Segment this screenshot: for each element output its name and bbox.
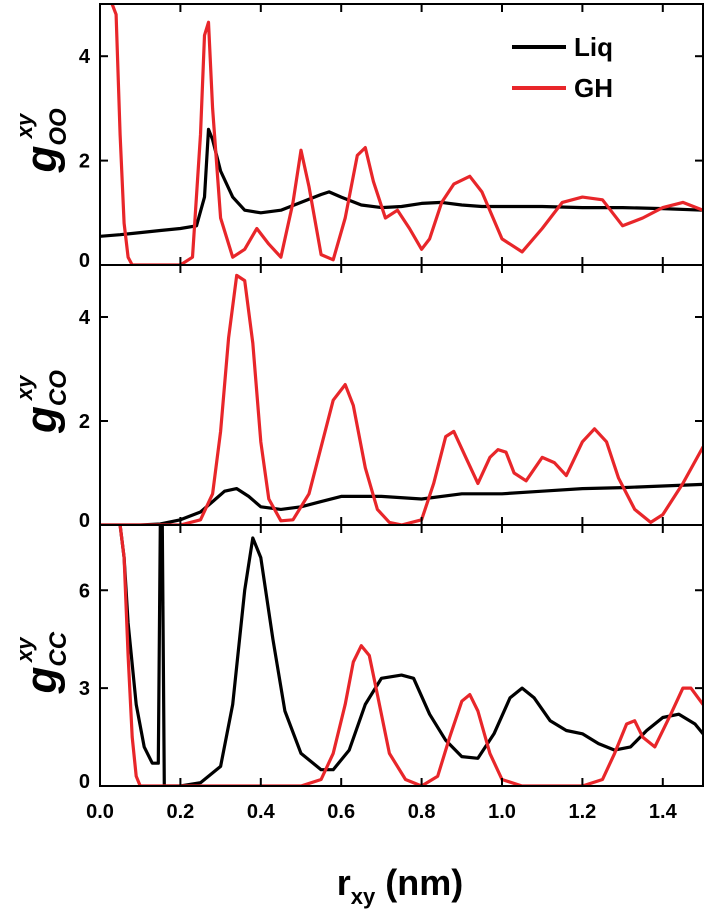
panel-1-ytick-label: 4 [79, 46, 91, 68]
panel-1-y-axis-label: gOO xy [12, 108, 72, 174]
panel-1-ytick-label: 2 [79, 151, 90, 173]
x-axis-label: rxy (nm) [337, 862, 463, 909]
panel-2-y-axis-label-sup: xy [12, 374, 37, 401]
x-tick-label: 0.6 [327, 801, 355, 823]
panel-3-y-axis-label-sup: xy [12, 636, 37, 663]
panel-1-ytick-label: 0 [79, 250, 90, 272]
panel-2-series-liq-line [100, 482, 703, 525]
panel-3-y-axis-label-sub: CC [45, 631, 72, 666]
panel-1-series-gh-line [110, 4, 703, 265]
panel-3-series-liq-line [118, 525, 703, 786]
x-tick-label: 1.4 [649, 801, 678, 823]
x-tick-label: 1.0 [488, 801, 516, 823]
panel-1-y-axis-label-sub: OO [45, 108, 72, 146]
panel-2-ytick-label: 2 [79, 411, 90, 433]
panel-1-y-axis-label-main: g [17, 146, 66, 174]
panel-2-y-axis-label-main: g [17, 406, 66, 434]
panel-1-y-axis-label-sup: xy [12, 112, 37, 139]
panel-3-ytick-label: 3 [79, 678, 90, 700]
panel-2-frame [99, 264, 704, 526]
panel-3-ytick-label: 0 [79, 771, 90, 793]
x-tick-label: 0.8 [408, 801, 436, 823]
x-tick-label: 0.0 [86, 801, 114, 823]
x-axis-label-unit: (nm) [375, 862, 463, 903]
frame-layer [99, 3, 704, 787]
x-tick-label: 1.2 [568, 801, 596, 823]
panel-2-ytick-label: 0 [79, 510, 90, 532]
panel-2-y-axis-label-sub: CO [45, 370, 72, 406]
x-axis-label-main: r [337, 862, 351, 903]
svg-text:rxy (nm): rxy (nm) [337, 862, 463, 909]
x-axis-label-sub: xy [351, 884, 376, 909]
panel-3-frame [99, 524, 704, 787]
panel-3-y-axis-label-main: g [17, 667, 66, 695]
panel-3-y-axis-label: gCC xy [12, 631, 72, 694]
panel-1-series-liq-line [100, 127, 703, 238]
panel-2-ytick-label: 4 [79, 307, 91, 329]
panel-2-y-axis-label: gCO xy [12, 370, 72, 434]
x-tick-label: 0.2 [166, 801, 194, 823]
x-tick-label: 0.4 [247, 801, 276, 823]
panel-3-ytick-label: 6 [79, 580, 90, 602]
panel-3-series-gh-line [118, 525, 703, 786]
legend-label-liq: Liq [574, 32, 613, 62]
legend-label-gh: GH [574, 73, 613, 103]
plot-layer [100, 4, 703, 786]
legend: Liq GH [512, 32, 613, 103]
